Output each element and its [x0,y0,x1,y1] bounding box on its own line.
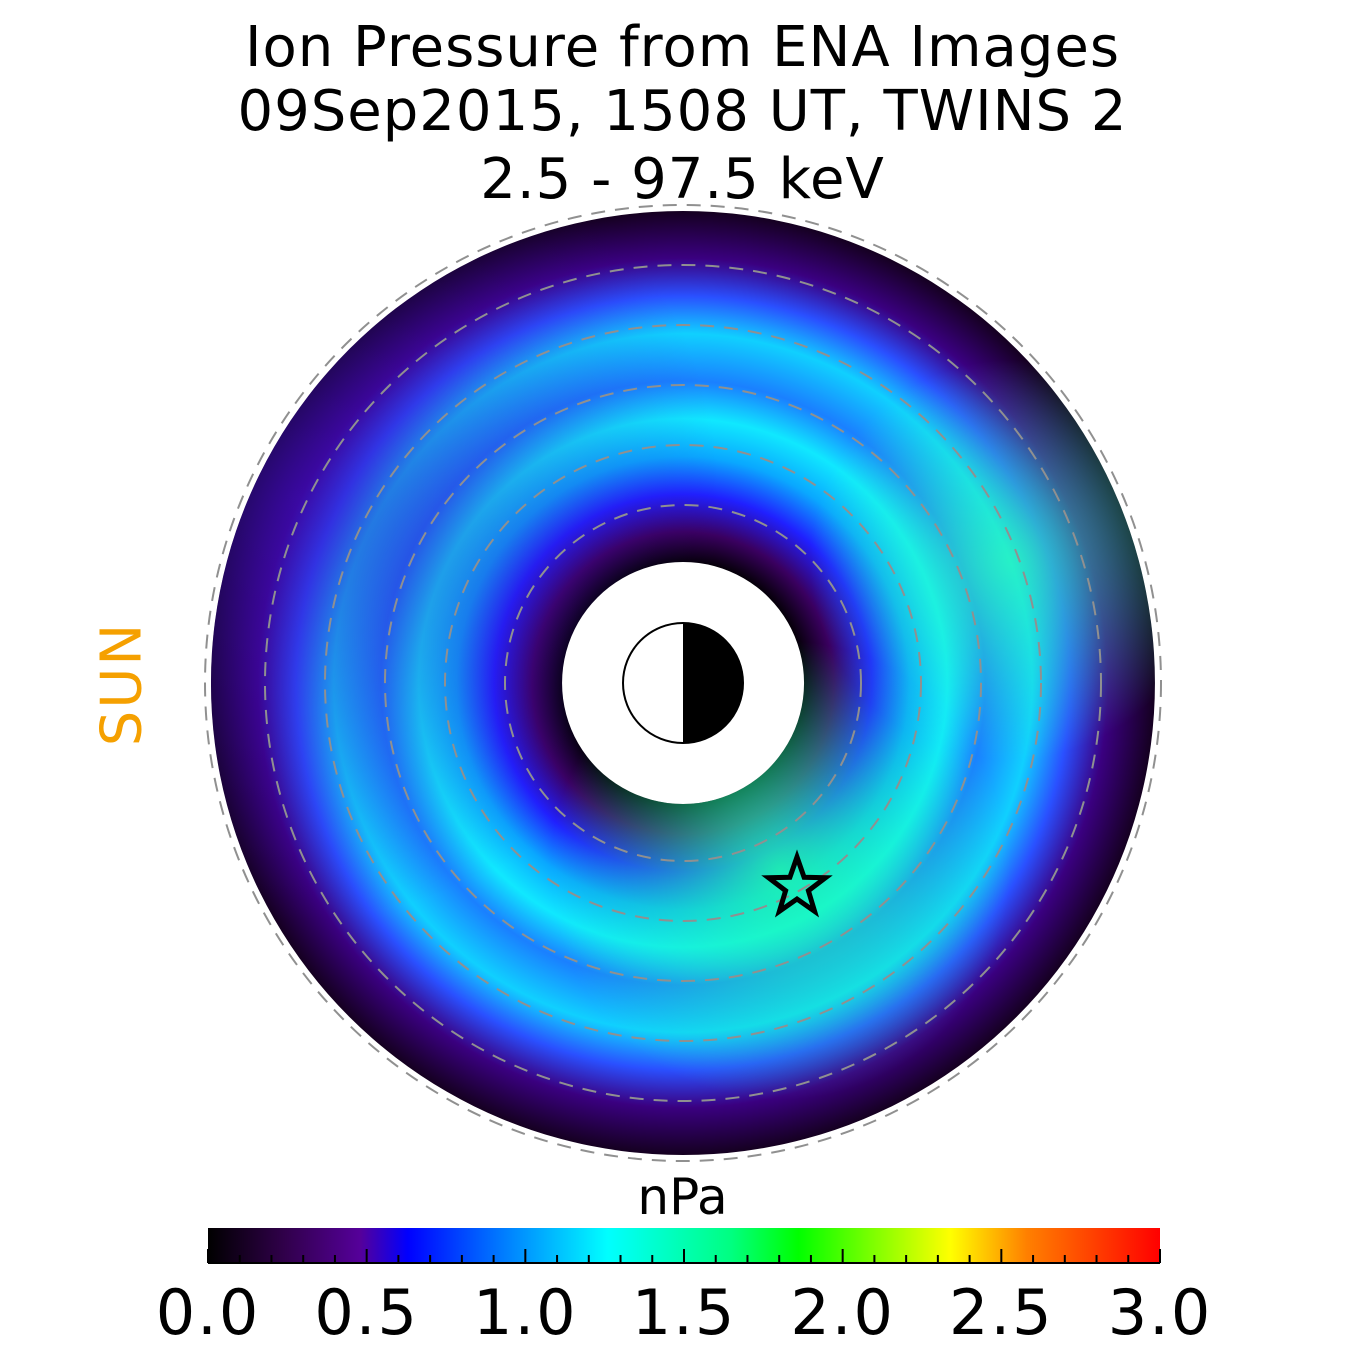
grid-circle-5 [264,264,1102,1102]
earth-icon [622,622,744,744]
satellite-star-marker [761,849,833,918]
grid-circle-3 [384,384,982,982]
chart-title-line-2: 09Sep2015, 1508 UT, TWINS 2 [237,79,1128,144]
grid-circle-6 [204,204,1162,1162]
grid-circle-2 [444,444,922,922]
colorbar-unit-label: nPa [637,1168,728,1226]
colorbar-tick-label: 0.0 [155,1276,261,1349]
grid-circles [204,204,1162,1162]
colorbar-tick-label: 1.5 [631,1276,737,1349]
colorbar-tick-label: 2.5 [949,1276,1054,1349]
chart-title-line-3: 2.5 - 97.5 keV [480,147,885,212]
colorbar-tick-label: 0.5 [314,1276,419,1349]
colorbar-tick-label: 3.0 [1107,1276,1213,1349]
colorbar-tick-label: 1.0 [473,1276,578,1349]
star-icon [761,849,833,918]
colorbar-tick-label: 2.0 [790,1276,895,1349]
chart-title-line-1: Ion Pressure from ENA Images [244,15,1121,80]
colorbar-ticks [207,1249,1161,1264]
grid-circle-1 [504,504,862,862]
grid-circle-4 [324,324,1042,1042]
sun-direction-label: SUN [89,621,155,747]
